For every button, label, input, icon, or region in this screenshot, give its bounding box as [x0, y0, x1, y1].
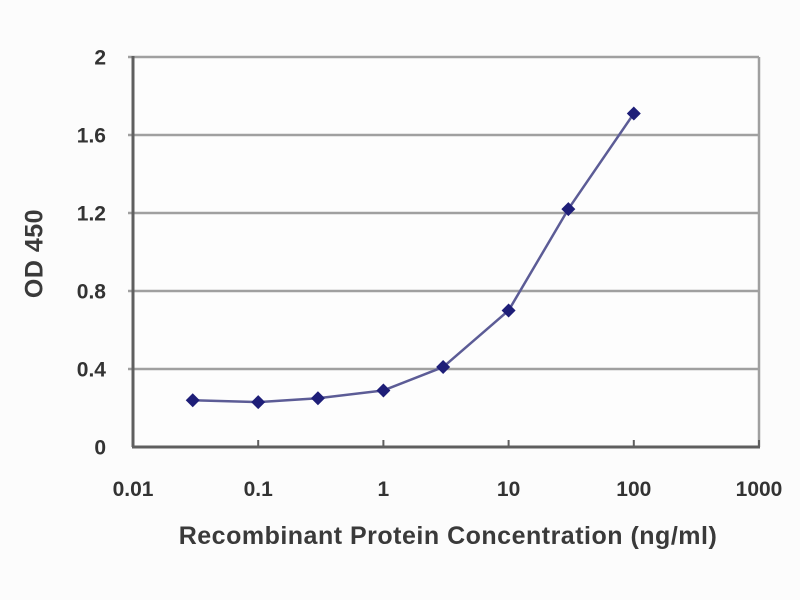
x-tick-label: 100 — [616, 478, 651, 501]
y-tick-label: 0 — [94, 437, 106, 460]
data-point-marker — [185, 393, 200, 408]
data-point-marker — [310, 391, 325, 406]
x-axis-title: Recombinant Protein Concentration (ng/ml… — [178, 522, 718, 550]
y-axis-title: OD 450 — [20, 208, 49, 299]
x-tick-label: 0.01 — [113, 478, 154, 501]
data-point-marker — [626, 106, 641, 121]
y-tick-label: 1.6 — [77, 125, 106, 148]
y-tick-label: 1.2 — [77, 203, 106, 226]
plot-area — [133, 57, 759, 447]
data-point-marker — [376, 383, 391, 398]
data-point-marker — [251, 395, 266, 410]
data-line — [191, 112, 636, 404]
x-tick-label: 1 — [378, 478, 390, 501]
x-tick-label: 0.1 — [244, 478, 274, 501]
y-tick-label: 0.8 — [77, 281, 107, 304]
x-tick-label: 10 — [497, 478, 520, 501]
data-point-marker — [501, 303, 516, 318]
y-tick-label: 0.4 — [77, 359, 107, 382]
x-tick-label: 1000 — [736, 478, 783, 501]
data-point-marker — [561, 202, 576, 217]
data-point-marker — [436, 360, 451, 375]
y-tick-label: 2 — [94, 47, 106, 70]
